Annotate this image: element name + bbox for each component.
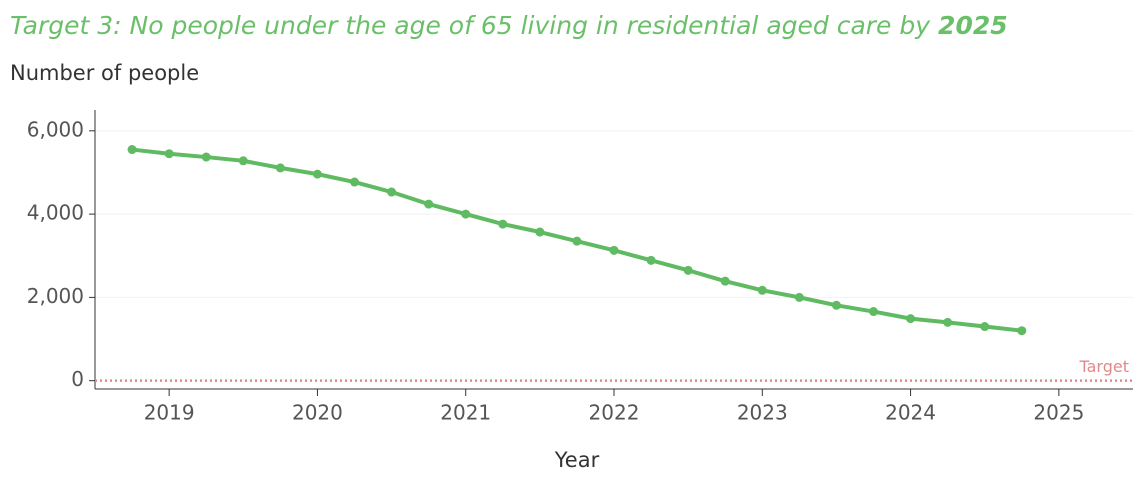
target-label: Target xyxy=(1079,357,1130,376)
x-tick-label: 2019 xyxy=(144,401,195,425)
x-tick-label: 2024 xyxy=(885,401,936,425)
data-point xyxy=(238,156,248,166)
data-point xyxy=(461,209,471,219)
data-point xyxy=(1017,326,1027,336)
data-point xyxy=(646,255,656,265)
data-point xyxy=(757,285,767,295)
data-point xyxy=(424,199,434,209)
data-point xyxy=(683,265,693,275)
data-point xyxy=(312,169,322,179)
data-point xyxy=(609,245,619,255)
y-axis-label: Number of people xyxy=(10,61,199,85)
data-point xyxy=(127,145,137,155)
data-point xyxy=(275,163,285,173)
data-point xyxy=(164,149,174,159)
title-text: Target 3: No people under the age of 65 … xyxy=(10,11,931,40)
y-tick-label: 0 xyxy=(71,367,84,391)
chart-title: Target 3: No people under the age of 65 … xyxy=(10,11,1008,40)
title-emphasis: 2025 xyxy=(938,11,1008,40)
data-point xyxy=(831,300,841,310)
data-point xyxy=(201,152,211,162)
data-point xyxy=(572,236,582,246)
data-point xyxy=(980,322,990,332)
x-tick-label: 2020 xyxy=(292,401,343,425)
x-tick-label: 2021 xyxy=(440,401,491,425)
x-tick-label: 2023 xyxy=(737,401,788,425)
data-point xyxy=(387,187,397,197)
data-point xyxy=(720,276,730,286)
data-point xyxy=(498,219,508,229)
data-point xyxy=(350,177,359,187)
x-axis-label: Year xyxy=(554,448,600,472)
data-point xyxy=(869,307,878,317)
y-tick-label: 4,000 xyxy=(27,201,84,225)
data-point xyxy=(535,227,545,237)
data-point xyxy=(794,292,804,302)
x-tick-label: 2025 xyxy=(1033,401,1084,425)
y-tick-label: 6,000 xyxy=(27,117,84,141)
x-tick-label: 2022 xyxy=(589,401,640,425)
y-tick-label: 2,000 xyxy=(27,284,84,308)
data-point xyxy=(906,314,916,324)
data-point xyxy=(943,317,953,327)
